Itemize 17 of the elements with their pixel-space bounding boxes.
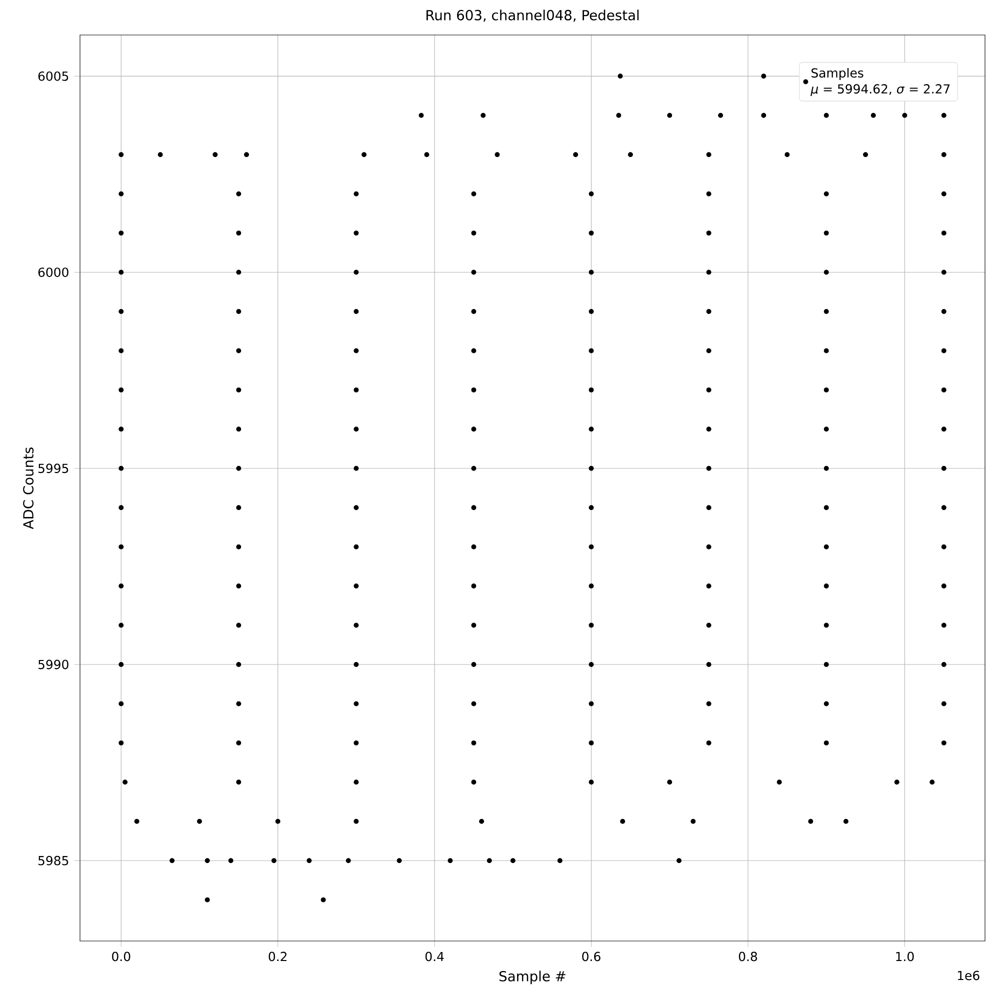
y-axis-title: ADC Counts xyxy=(23,447,34,530)
chart-title: Run 603, channel048, Pedestal xyxy=(426,10,639,22)
annotation: μ = 5994.62, σ = 2.27 xyxy=(810,84,950,96)
text: 1e6 xyxy=(958,970,980,980)
y-tick-label: 6000 xyxy=(38,268,68,277)
x-tick-label: 0.2 xyxy=(268,952,287,962)
x-tick-label: 1.0 xyxy=(896,952,914,962)
x-tick-label: 0.4 xyxy=(425,952,444,962)
y-tick-label: 5985 xyxy=(38,856,68,866)
x-tick-label: 0.6 xyxy=(582,952,600,962)
legend-label: Samples xyxy=(812,68,864,80)
x-axis-title: Sample # xyxy=(499,970,566,984)
y-tick-label: 5995 xyxy=(38,464,68,474)
x-tick-label: 0.0 xyxy=(112,952,130,962)
x-tick-label: 0.8 xyxy=(738,952,758,962)
y-tick-label: 6005 xyxy=(38,71,68,81)
y-tick-label: 5990 xyxy=(38,660,68,670)
